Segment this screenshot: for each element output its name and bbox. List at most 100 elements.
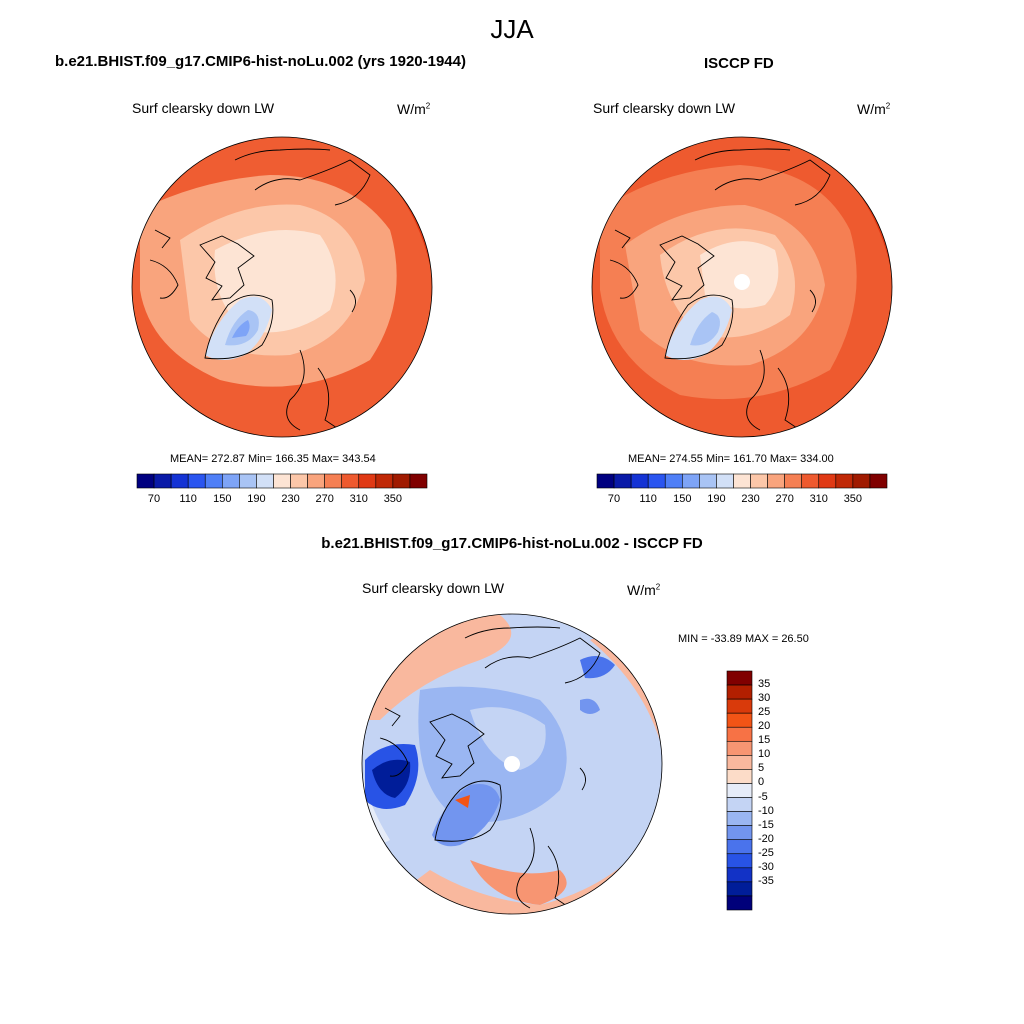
- colorbar1-swatch: [341, 473, 360, 489]
- panel3-variable-label: Surf clearsky down LW: [362, 580, 505, 596]
- colorbar3-tick-label: -5: [758, 790, 768, 803]
- colorbar1-tick-label: 70: [147, 493, 161, 505]
- panel1-stats: MEAN= 272.87 Min= 166.35 Max= 343.54: [170, 453, 376, 465]
- colorbar1-swatch: [204, 473, 223, 489]
- colorbar2-swatch: [596, 473, 615, 489]
- colorbar1-swatch: [256, 473, 274, 489]
- colorbar1-tick-label: 190: [247, 493, 266, 505]
- colorbar1-tick-label: 110: [179, 493, 197, 505]
- colorbar1-swatch: [273, 473, 291, 489]
- colorbar3-tick-label: 15: [758, 734, 771, 747]
- panel1-variable-label: Surf clearsky down LW: [132, 100, 275, 116]
- colorbar3-tick-label: -15: [758, 818, 774, 831]
- colorbar3-tick-label: -20: [758, 832, 774, 845]
- colorbar2-swatch: [818, 473, 837, 489]
- panel3-map-border: [361, 613, 663, 915]
- colorbar3-tick-label: 35: [758, 678, 771, 691]
- colorbar2-swatch: [664, 473, 683, 489]
- colorbar2-swatch: [733, 473, 751, 489]
- colorbar3-swatch: [726, 670, 753, 686]
- colorbar3-swatch: [726, 881, 753, 897]
- colorbar2-tick-label: 350: [843, 493, 863, 505]
- colorbar2-swatch: [767, 473, 785, 489]
- figure-title: JJA: [490, 14, 534, 44]
- colorbar3-tick-label: 20: [758, 720, 771, 733]
- colorbar2-swatch: [699, 473, 717, 489]
- colorbar2-tick-label: 190: [707, 493, 726, 505]
- colorbar2-tick-label: 270: [775, 493, 794, 505]
- panel2-units: W/m2: [857, 101, 891, 117]
- colorbar1: [136, 473, 428, 489]
- colorbar3-swatch: [726, 755, 753, 770]
- colorbar1-swatch: [409, 473, 428, 489]
- panel2-stats: MEAN= 274.55 Min= 161.70 Max= 334.00: [628, 453, 834, 465]
- colorbar2-swatch: [784, 473, 803, 489]
- colorbar2-swatch: [613, 473, 632, 489]
- colorbar2-tick-label: 150: [673, 493, 692, 505]
- colorbar1-swatch: [153, 473, 172, 489]
- colorbar3-swatch: [726, 895, 753, 911]
- panel1-map: [132, 137, 432, 437]
- colorbar1-swatch: [290, 473, 308, 489]
- colorbar2-swatch: [716, 473, 734, 489]
- panel3-map: [362, 614, 662, 914]
- colorbar1-swatch: [358, 473, 377, 489]
- panel2-map: [592, 137, 892, 437]
- panel1-title: b.e21.BHIST.f09_g17.CMIP6-hist-noLu.002 …: [55, 53, 466, 70]
- colorbar3-swatch: [726, 797, 753, 812]
- colorbar1-swatch: [136, 473, 155, 489]
- colorbar3: [726, 670, 753, 911]
- colorbar3-tick-label: 30: [758, 692, 771, 705]
- colorbar1-swatch: [239, 473, 257, 489]
- panel3-stats: MIN = -33.89 MAX = 26.50: [678, 633, 809, 645]
- colorbar2-swatch: [630, 473, 649, 489]
- colorbar3-swatch: [726, 839, 753, 855]
- panel3-title: b.e21.BHIST.f09_g17.CMIP6-hist-noLu.002 …: [321, 535, 703, 552]
- colorbar3-swatch: [726, 740, 753, 756]
- colorbar2-swatch: [647, 473, 666, 489]
- panel1-map-border: [131, 136, 433, 438]
- colorbar3-tick-label: -35: [758, 874, 774, 887]
- colorbar3-swatch: [726, 698, 753, 714]
- colorbar1-tick-label: 350: [383, 493, 403, 505]
- colorbar2-tick-label: 310: [809, 493, 828, 505]
- colorbar3-swatch: [726, 853, 753, 869]
- colorbar3-tick-label: -10: [758, 804, 774, 817]
- colorbar2-swatch: [869, 473, 888, 489]
- colorbar2: [596, 473, 888, 489]
- colorbar1-tick-label: 310: [349, 493, 368, 505]
- colorbar2-swatch: [852, 473, 871, 489]
- colorbar3-tick-label: 0: [758, 776, 765, 789]
- colorbar1-swatch: [221, 473, 240, 489]
- colorbar2-swatch: [750, 473, 768, 489]
- panel3-units: W/m2: [627, 582, 661, 598]
- panel1-units: W/m2: [397, 101, 431, 117]
- colorbar1-swatch: [187, 473, 206, 489]
- colorbar3-swatch: [726, 811, 753, 826]
- colorbar2-swatch: [835, 473, 854, 489]
- colorbar3-tick-label: -30: [758, 860, 774, 873]
- panel2-title: ISCCP FD: [704, 55, 774, 72]
- colorbar2-tick-label: 110: [639, 493, 657, 505]
- colorbar3-tick-label: 5: [758, 762, 765, 775]
- colorbar1-tick-label: 270: [315, 493, 334, 505]
- colorbar1-swatch: [392, 473, 411, 489]
- colorbar1-swatch: [375, 473, 394, 489]
- colorbar1-swatch: [170, 473, 189, 489]
- colorbar3-tick-label: -25: [758, 846, 774, 859]
- colorbar3-swatch: [726, 825, 753, 841]
- panel2-map-border: [591, 136, 893, 438]
- colorbar3-tick-label: 25: [758, 706, 771, 719]
- colorbar3-swatch: [726, 867, 753, 883]
- colorbar2-swatch: [681, 473, 700, 489]
- panel2-variable-label: Surf clearsky down LW: [593, 100, 736, 116]
- colorbar1-tick-label: 230: [281, 493, 300, 505]
- colorbar3-swatch: [726, 684, 753, 700]
- colorbar3-swatch: [726, 783, 753, 798]
- colorbar3-tick-label: 10: [758, 748, 771, 761]
- colorbar1-tick-label: 150: [213, 493, 232, 505]
- colorbar1-swatch: [307, 473, 325, 489]
- colorbar3-swatch: [726, 769, 753, 784]
- colorbar3-swatch: [726, 726, 753, 742]
